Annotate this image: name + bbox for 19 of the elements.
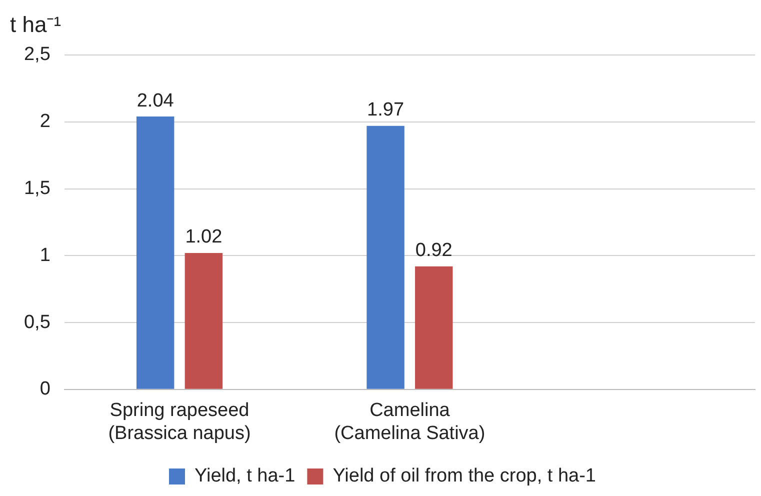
- data-label: 2.04: [136, 90, 174, 112]
- bar: [366, 126, 404, 389]
- bar: [136, 116, 174, 389]
- legend-label: Yield of oil from the crop, t ha-1: [332, 466, 596, 487]
- legend-label: Yield, t ha-1: [194, 466, 296, 487]
- y-axis-title: t ha⁻¹: [10, 12, 62, 37]
- data-label: 0.92: [415, 240, 452, 262]
- y-tick-label: 2: [40, 111, 50, 132]
- y-tick-label: 1,5: [24, 178, 50, 199]
- y-tick-label: 0: [40, 378, 50, 400]
- x-tick-label: Spring rapeseed (Brassica napus): [108, 400, 251, 444]
- bar: [415, 266, 453, 389]
- y-tick-label: 2,5: [24, 44, 50, 66]
- x-tick-label: Camelina (Camelina Sativa): [334, 400, 486, 444]
- data-label: 1.02: [185, 226, 222, 248]
- y-tick-label: 1: [40, 244, 50, 266]
- bar: [184, 252, 223, 389]
- y-tick-label: 0,5: [24, 312, 50, 333]
- data-label: 1.97: [367, 100, 404, 121]
